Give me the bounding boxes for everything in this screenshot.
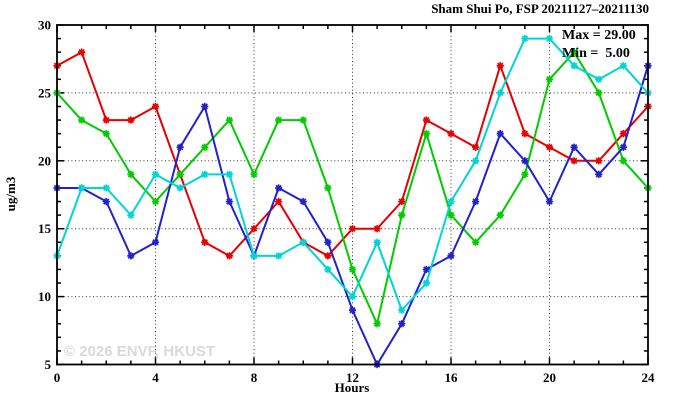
x-tick-label: 20 [543,370,556,385]
max-annotation: Max = 29.00 [562,28,636,43]
chart-overlay: Sham Shui Po, FSP 20211127–20211130 Max … [3,1,649,395]
y-tick-label: 25 [38,85,52,100]
y-tick-label: 10 [38,289,51,304]
x-tick-label: 0 [54,370,61,385]
y-axis-label: ug/m3 [3,176,18,211]
tick-labels: 5 10 15 20 25 30 0 4 8 12 16 20 24 [38,18,655,386]
x-tick-label: 12 [346,370,359,385]
plot-frame [56,24,649,366]
y-tick-label: 30 [38,18,51,33]
x-tick-label: 16 [445,370,459,385]
series-red [53,48,652,260]
y-tick-label: 5 [45,357,52,372]
y-tick-label: 15 [38,221,52,236]
y-tick-label: 20 [38,153,51,168]
series-blue-line [57,65,649,366]
min-annotation: Min = 5.00 [562,46,630,61]
x-tick-label: 24 [642,370,656,385]
watermark: © 2026 ENVF, HKUST [64,343,215,360]
x-tick-label: 8 [251,370,258,385]
x-tick-label: 4 [152,370,159,385]
x-axis-label: Hours [335,380,370,395]
chart-title: Sham Shui Po, FSP 20211127–20211130 [431,1,649,16]
